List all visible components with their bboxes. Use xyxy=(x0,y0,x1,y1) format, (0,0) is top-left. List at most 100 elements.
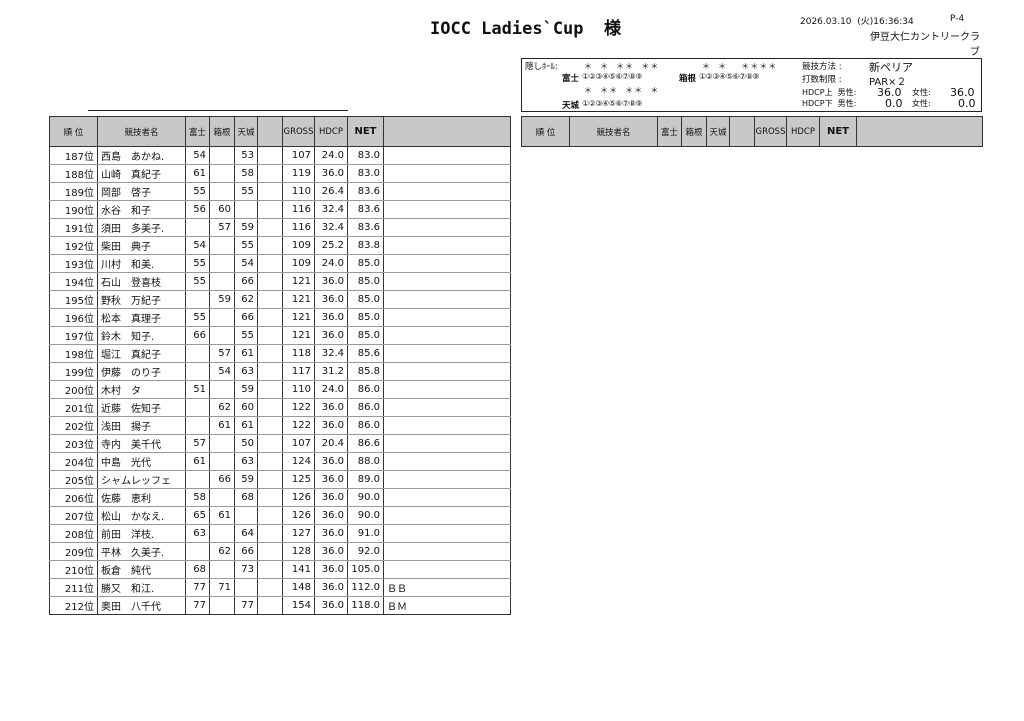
cell-remark xyxy=(383,218,511,237)
table-row: 197位 鈴木 知子. 66 55 121 36.0 85.0 xyxy=(49,326,511,345)
hdcp-lower-label: HDCP下 男性: xyxy=(802,99,857,108)
table-header: 順 位競技者名 富士 箱根 天城 GROSS HDCP NET xyxy=(521,116,983,147)
cell-hakone: 62 xyxy=(209,398,235,417)
table-row: 199位 伊藤 のり子 54 63 117 31.2 85.8 xyxy=(49,362,511,381)
cell-remark xyxy=(383,236,511,255)
cell-hakone: 54 xyxy=(209,362,235,381)
cell-gross: 122 xyxy=(282,416,315,435)
cell-rank: 212位 xyxy=(49,596,98,615)
cell-hdcp: 32.4 xyxy=(314,218,348,237)
cell-net: 83.6 xyxy=(347,200,384,219)
print-datetime: 2026.03.10 (火)16:36:34 xyxy=(800,17,914,27)
hidden-holes-label: 隠しﾎｰﾙ: xyxy=(525,62,558,72)
cell-hdcp: 36.0 xyxy=(314,470,348,489)
table-header: 順 位競技者名 富士 箱根 天城 GROSS HDCP NET xyxy=(49,116,511,147)
cell-hdcp: 36.0 xyxy=(314,560,348,579)
female-label-lower: 女性: xyxy=(912,99,931,108)
cell-fuji xyxy=(185,344,210,363)
cell-fuji: 65 xyxy=(185,506,210,525)
cell-player-name: 山崎 真紀子 xyxy=(97,164,186,183)
col-header-hdcp: HDCP xyxy=(786,116,820,147)
cell-fuji xyxy=(185,416,210,435)
cell-amagi: 62 xyxy=(234,290,258,309)
cell-player-name: 寺内 美千代 xyxy=(97,434,186,453)
cell-player-name: 板倉 純代 xyxy=(97,560,186,579)
cell-gross: 110 xyxy=(282,182,315,201)
amagi-holes: ①②③④⑤⑥⑦⑧⑨ xyxy=(582,99,643,108)
cell-remark xyxy=(383,398,511,417)
cell-blank xyxy=(257,524,283,543)
cell-player-name: 堀江 真紀子 xyxy=(97,344,186,363)
cell-hdcp: 24.0 xyxy=(314,146,348,165)
cell-hdcp: 24.0 xyxy=(314,254,348,273)
cell-remark xyxy=(383,326,511,345)
cell-fuji: 77 xyxy=(185,578,210,597)
cell-hakone xyxy=(209,560,235,579)
cell-amagi: 64 xyxy=(234,524,258,543)
cell-rank: 187位 xyxy=(49,146,98,165)
cell-fuji: 55 xyxy=(185,308,210,327)
cell-rank: 203位 xyxy=(49,434,98,453)
cell-hakone xyxy=(209,146,235,165)
cell-blank xyxy=(257,578,283,597)
cell-fuji: 58 xyxy=(185,488,210,507)
table-row: 208位 前田 洋枝. 63 64 127 36.0 91.0 xyxy=(49,524,511,543)
cell-player-name: 水谷 和子 xyxy=(97,200,186,219)
cell-rank: 200位 xyxy=(49,380,98,399)
cell-hdcp: 36.0 xyxy=(314,308,348,327)
cell-remark xyxy=(383,362,511,381)
table-row: 188位 山崎 真紀子 61 58 119 36.0 83.0 xyxy=(49,164,511,183)
cell-blank xyxy=(257,218,283,237)
fuji-holes: ①②③④⑤⑥⑦⑧⑨ xyxy=(582,72,643,81)
limit-label: 打数制限 : xyxy=(802,75,842,85)
cell-rank: 202位 xyxy=(49,416,98,435)
cell-fuji: 66 xyxy=(185,326,210,345)
col-header-blank xyxy=(729,116,755,147)
cell-gross: 125 xyxy=(282,470,315,489)
table-row: 193位 川村 和美. 55 54 109 24.0 85.0 xyxy=(49,254,511,273)
cell-hdcp: 36.0 xyxy=(314,416,348,435)
cell-fuji: 61 xyxy=(185,164,210,183)
col-header-hdcp: HDCP xyxy=(314,116,348,147)
cell-rank: 191位 xyxy=(49,218,98,237)
cell-fuji: 57 xyxy=(185,434,210,453)
cell-hakone xyxy=(209,380,235,399)
cell-amagi xyxy=(234,506,258,525)
cell-gross: 119 xyxy=(282,164,315,183)
cell-gross: 109 xyxy=(282,254,315,273)
cell-rank: 207位 xyxy=(49,506,98,525)
cell-net: 85.0 xyxy=(347,272,384,291)
cell-player-name: 中島 光代 xyxy=(97,452,186,471)
cell-hdcp: 36.0 xyxy=(314,398,348,417)
cell-gross: 121 xyxy=(282,308,315,327)
cell-rank: 196位 xyxy=(49,308,98,327)
table-row: 203位 寺内 美千代 57 50 107 20.4 86.6 xyxy=(49,434,511,453)
cell-fuji xyxy=(185,218,210,237)
fuji-label: 富士 xyxy=(562,74,580,84)
cell-player-name: 佐藤 恵利 xyxy=(97,488,186,507)
cell-remark xyxy=(383,164,511,183)
cell-gross: 116 xyxy=(282,218,315,237)
cell-player-name: 石山 登喜枝 xyxy=(97,272,186,291)
cell-remark xyxy=(383,200,511,219)
cell-net: 118.0 xyxy=(347,596,384,615)
cell-rank: 205位 xyxy=(49,470,98,489)
cell-hakone: 57 xyxy=(209,218,235,237)
cell-gross: 121 xyxy=(282,290,315,309)
cell-gross: 122 xyxy=(282,398,315,417)
cell-remark xyxy=(383,506,511,525)
cell-remark xyxy=(383,560,511,579)
table-row: 187位 西島 あかね. 54 53 107 24.0 83.0 xyxy=(49,146,511,165)
cell-amagi: 60 xyxy=(234,398,258,417)
cell-fuji: 77 xyxy=(185,596,210,615)
method-value: 新ペリア xyxy=(869,61,913,74)
cell-fuji: 55 xyxy=(185,254,210,273)
table-row: 205位 シャムレッフェ 66 59 125 36.0 89.0 xyxy=(49,470,511,489)
cell-net: 85.0 xyxy=(347,290,384,309)
cell-amagi: 61 xyxy=(234,344,258,363)
cell-net: 83.0 xyxy=(347,146,384,165)
cell-player-name: 平林 久美子. xyxy=(97,542,186,561)
cell-net: 86.0 xyxy=(347,416,384,435)
cell-hdcp: 36.0 xyxy=(314,488,348,507)
col-header-net: NET xyxy=(819,116,857,147)
